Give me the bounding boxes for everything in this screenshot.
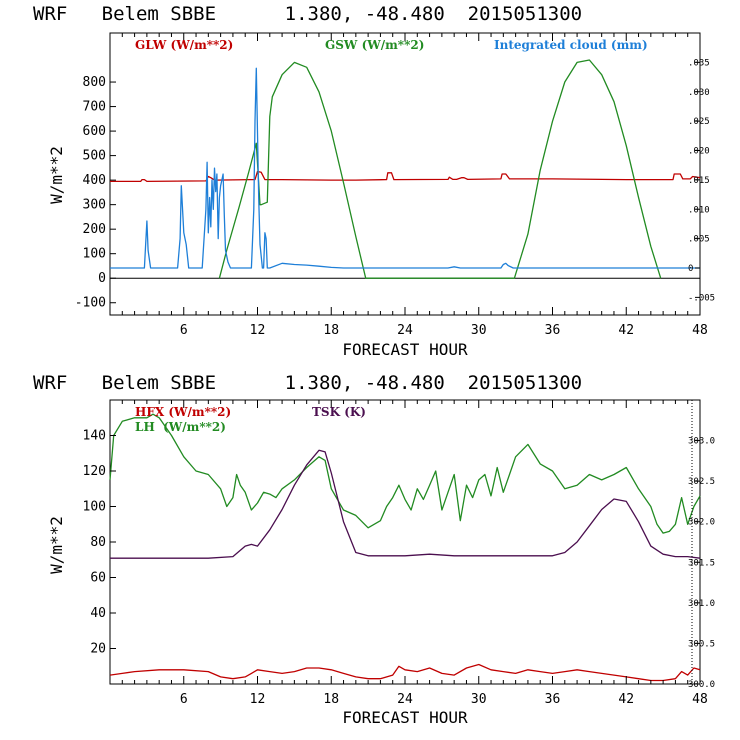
y2-tick-label: 300.0: [688, 680, 715, 690]
series-line-lh: [109, 413, 701, 534]
top-y-axis-label: W/m**2: [47, 146, 66, 204]
series-line-integrated-cloud: [110, 67, 700, 269]
bottom-y-axis-label: W/m**2: [47, 516, 66, 574]
y2-tick-label: .010: [688, 205, 710, 215]
y2-tick-label: 0: [688, 264, 693, 274]
bottom-x-axis-label: FORECAST HOUR: [342, 708, 468, 727]
y-tick-label: 60: [90, 571, 106, 586]
series-line-hfx: [109, 663, 701, 682]
y-tick-label: 80: [90, 535, 106, 550]
y-tick-label: 100: [83, 500, 106, 515]
y-tick-label: 20: [90, 642, 106, 657]
y2-tick-label: 301.0: [688, 599, 715, 609]
top-chart-title: WRF Belem SBBE 1.380, -48.480 2015051300: [33, 3, 582, 25]
bottom-legend-hfx: HFX (W/m**2): [135, 405, 231, 419]
top-chart-panel: WRF Belem SBBE 1.380, -48.480 2015051300…: [33, 3, 715, 359]
x-tick-label: 18: [323, 692, 339, 707]
x-tick-label: 24: [397, 323, 413, 338]
x-tick-label: 30: [471, 692, 487, 707]
top-legend-glw: GLW (W/m**2): [135, 38, 233, 52]
x-tick-label: 36: [545, 692, 561, 707]
y-tick-label: 400: [83, 173, 106, 188]
top-plot-frame: [109, 32, 701, 316]
top-legend-gsw: GSW (W/m**2): [325, 38, 424, 52]
y-tick-label: 40: [90, 606, 106, 621]
y2-tick-label: .005: [688, 235, 710, 245]
y-tick-label: 700: [83, 100, 106, 115]
y-tick-label: 300: [83, 198, 106, 213]
y2-tick-label: 301.5: [688, 558, 715, 568]
series-line-tsk: [110, 449, 701, 559]
y2-tick-label: .035: [688, 58, 710, 68]
x-tick-label: 42: [618, 323, 634, 338]
x-tick-label: 24: [397, 692, 413, 707]
y-tick-label: -100: [75, 296, 106, 311]
y2-tick-label: -.005: [688, 293, 715, 303]
y-tick-label: 800: [83, 75, 106, 90]
x-tick-label: 6: [180, 692, 188, 707]
top-legend-cloud: Integrated cloud (mm): [494, 38, 648, 52]
bottom-legend-tsk: TSK (K): [312, 405, 366, 419]
x-tick-label: 30: [471, 323, 487, 338]
series-line-glw: [110, 170, 701, 183]
y2-tick-label: 302.5: [688, 477, 715, 487]
y-tick-label: 140: [83, 429, 106, 444]
y2-tick-label: .030: [688, 88, 710, 98]
y2-tick-label: .025: [688, 117, 710, 127]
x-tick-label: 36: [545, 323, 561, 338]
x-tick-label: 42: [618, 692, 634, 707]
x-tick-label: 6: [180, 323, 188, 338]
bottom-chart-title: WRF Belem SBBE 1.380, -48.480 2015051300: [33, 372, 582, 394]
y-tick-label: 100: [83, 247, 106, 262]
y2-tick-label: .015: [688, 176, 710, 186]
x-tick-label: 18: [323, 323, 339, 338]
y2-tick-label: 300.5: [688, 639, 715, 649]
y2-tick-label: 303.0: [688, 437, 715, 447]
bottom-chart-panel: WRF Belem SBBE 1.380, -48.480 2015051300…: [33, 372, 715, 727]
x-tick-label: 48: [692, 692, 708, 707]
y2-tick-label: 302.0: [688, 518, 715, 528]
y-tick-label: 120: [83, 464, 106, 479]
top-x-axis-label: FORECAST HOUR: [342, 340, 468, 359]
y-tick-label: 500: [83, 149, 106, 164]
y-tick-label: 600: [83, 124, 106, 139]
x-tick-label: 48: [692, 323, 708, 338]
bottom-plot-frame: [109, 399, 701, 685]
y-tick-label: 0: [98, 271, 106, 286]
y2-tick-label: .020: [688, 147, 710, 157]
y-tick-label: 200: [83, 222, 106, 237]
series-line-gsw: [218, 59, 662, 279]
x-tick-label: 12: [250, 323, 266, 338]
x-tick-label: 12: [250, 692, 266, 707]
bottom-legend-lh: LH (W/m**2): [135, 420, 226, 434]
